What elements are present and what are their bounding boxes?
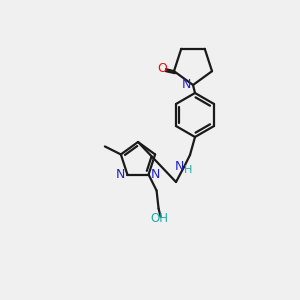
Text: N: N [174,160,184,172]
Text: N: N [116,168,125,181]
Text: O: O [157,62,167,75]
Text: OH: OH [151,212,169,225]
Text: N: N [181,77,191,91]
Text: N: N [151,168,160,181]
Text: H: H [184,165,192,175]
